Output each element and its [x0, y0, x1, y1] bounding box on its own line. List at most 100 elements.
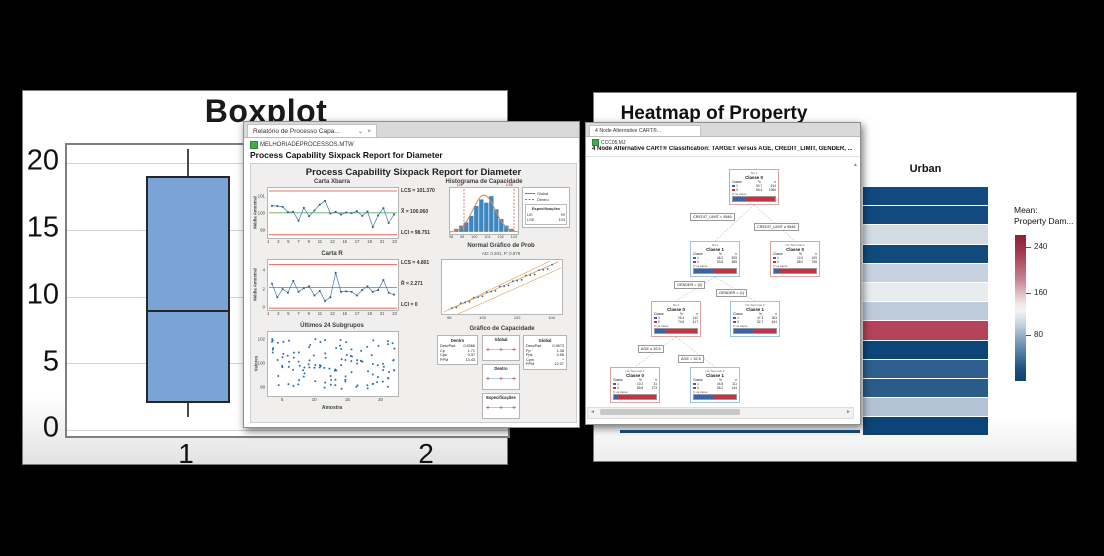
xbar-ucl-label: LCS = 101.370: [401, 188, 435, 194]
scroll-left-icon[interactable]: ◄: [590, 409, 595, 415]
y-tick-label: 99: [260, 227, 265, 233]
worksheet-icon: [250, 141, 258, 149]
interval-plot: Global: [482, 335, 520, 361]
boxplot-median-line: [148, 310, 228, 312]
legend-tick-label: 160: [1034, 288, 1048, 297]
heatmap-cell: [863, 187, 988, 206]
divider: [586, 156, 860, 157]
split-rule-label: AGE ≤ 32.5: [638, 345, 664, 353]
split-rule-label: AGE > 32.5: [678, 355, 704, 363]
tick-label: 21: [379, 311, 385, 316]
spec-box-title: Especificações: [531, 206, 561, 211]
tick-label: 98: [449, 235, 454, 239]
gridline: [67, 429, 508, 431]
tick-label: 15: [342, 311, 347, 316]
sixpack-figure: Process Capability Sixpack Report for Di…: [250, 163, 577, 423]
close-icon[interactable]: ×: [367, 127, 371, 135]
legend-entry-dentro: Dentro: [537, 197, 549, 202]
tick-label: 100: [471, 235, 478, 239]
tick-label: 3: [277, 311, 280, 316]
legend-tick: [1026, 335, 1031, 336]
legend-tick: [1026, 293, 1031, 294]
split-rule-label: GENDER = (0): [674, 281, 706, 289]
chevron-down-icon[interactable]: ⌄: [357, 128, 364, 135]
legend-tick-label: 80: [1034, 330, 1043, 339]
spec-rows: LIE 99 LSE 103: [527, 211, 565, 223]
probplot-title: Normal Gráfico de Prob: [467, 243, 535, 249]
cart-tree: CREDIT_LIMIT < 9546 CREDIT_LIMIT ≥ 9546 GE…: [586, 159, 860, 409]
y-tick-label: 2: [262, 286, 265, 292]
xbar-center-label: X̿ = 100.060: [401, 209, 429, 215]
xbar-chart: [267, 187, 399, 239]
tick-label: 5: [281, 397, 284, 402]
horizontal-scrollbar[interactable]: ◄ ►: [587, 407, 854, 419]
heatmap-cell: [863, 282, 988, 302]
subgroups-title: Últimos 24 Subgrupos: [300, 323, 364, 329]
heatmap-cell: [863, 359, 988, 378]
tab-sixpack-report[interactable]: Relatório de Processo Capa... ⌄ ×: [247, 124, 377, 137]
capability-histogram: [449, 187, 519, 235]
tick-label: 101: [484, 235, 491, 239]
tick-label: 13: [329, 239, 335, 244]
boxplot-upper-whisker: [187, 149, 189, 176]
y-tick-label: 100: [257, 210, 265, 216]
subgroups-y-axis-label: Valores: [253, 355, 259, 372]
tick-label: 11: [317, 311, 323, 316]
subgroups-x-axis-label: Amostra: [321, 405, 343, 411]
rchart-lcl-label: LCI = 0: [401, 302, 418, 308]
tick-label: 102: [497, 235, 504, 239]
split-rule-label: GENDER = (1): [716, 289, 748, 297]
tick-label: 23: [392, 311, 397, 316]
window-accent-bar: [620, 430, 860, 433]
tab-label: Relatório de Processo Capa...: [253, 127, 340, 135]
tick-label: 13: [329, 311, 335, 316]
heatmap-cell: [863, 417, 988, 436]
tab-bar: Relatório de Processo Capa... ⌄ ×: [244, 122, 579, 138]
tick-label: 17: [354, 239, 360, 244]
probplot-x-ticks: 98 100 102 104: [447, 315, 555, 320]
rchart-y-axis-label: Média Amostral: [252, 268, 258, 301]
tick-label: 9: [307, 239, 310, 244]
y-tick-label: 0: [262, 304, 265, 310]
scroll-up-icon[interactable]: ▲: [853, 162, 858, 168]
heatmap-cell: [863, 206, 988, 225]
y-tick-label: 20: [26, 144, 59, 177]
interval-plot: Dentro: [482, 364, 520, 390]
heatmap-cell: [863, 263, 988, 282]
rchart-center-label: R̄ = 2.271: [401, 281, 423, 287]
y-tick-label: 15: [26, 211, 59, 244]
scrollbar-thumb[interactable]: [600, 409, 740, 415]
cart-tree-node: Nó 3 Classe 0 Classe% n 1 25.4 142 0 74.6 417% na…: [651, 301, 701, 337]
legend-entry-global: Global: [537, 191, 549, 196]
report-heading: Process Capability Sixpack Report for Di…: [250, 150, 443, 160]
heatmap-column-cells: [863, 187, 988, 436]
tick-label: 3: [277, 239, 280, 244]
tab-label: 4 Node Alternative CART®...: [595, 128, 662, 134]
tick-label: 23: [392, 239, 397, 244]
heatmap-column-header: Urban: [909, 163, 942, 175]
cart-tree-node: Nó Terminal 3 Classe 1 Classe% n 1 47.3 363 0 52…: [730, 301, 780, 337]
heatmap-cell: [863, 302, 988, 321]
tick-label: 20: [378, 397, 383, 402]
cart-heading: 4 Node Alternative CART® Classification:…: [592, 146, 852, 152]
lie-spec-label: LIE: [457, 183, 463, 187]
y-tick-label: 102: [257, 336, 265, 342]
tick-label: 19: [367, 239, 372, 244]
tab-cart-classification[interactable]: 4 Node Alternative CART®...: [589, 125, 701, 136]
scroll-right-icon[interactable]: ►: [846, 409, 851, 415]
cart-tree-node: Nó Terminal 1 Classe 0 Classe% n 1 10.2 31 0 89.…: [610, 367, 660, 403]
dentro-stats-table: Dentro DesvPad 0.9366 Cp 1.71 Cpk 0.37 PPM 13.43: [437, 335, 478, 365]
tick-label: 10: [311, 397, 317, 402]
xbar-y-axis-label: Média Amostral: [252, 196, 258, 229]
xbar-lcl-label: LCI = 98.751: [401, 230, 431, 236]
tick-label: 7: [297, 311, 300, 316]
tick-label: 17: [354, 311, 360, 316]
subgroups-chart: [267, 331, 399, 397]
cart-tree-node: Nó 2 Classe 1 Classe% n 1 46.2 505 0 53.8 588% na…: [690, 241, 740, 277]
cart-window: 4 Node Alternative CART®... CCC05.MJ 4 N…: [585, 122, 861, 425]
heatmap-cell: [863, 340, 988, 359]
rchart-title: Carta R: [321, 251, 343, 257]
interval-plot: Especificações: [482, 393, 520, 419]
histogram-x-ticks: 98 99 100 101 102 103: [449, 235, 517, 239]
